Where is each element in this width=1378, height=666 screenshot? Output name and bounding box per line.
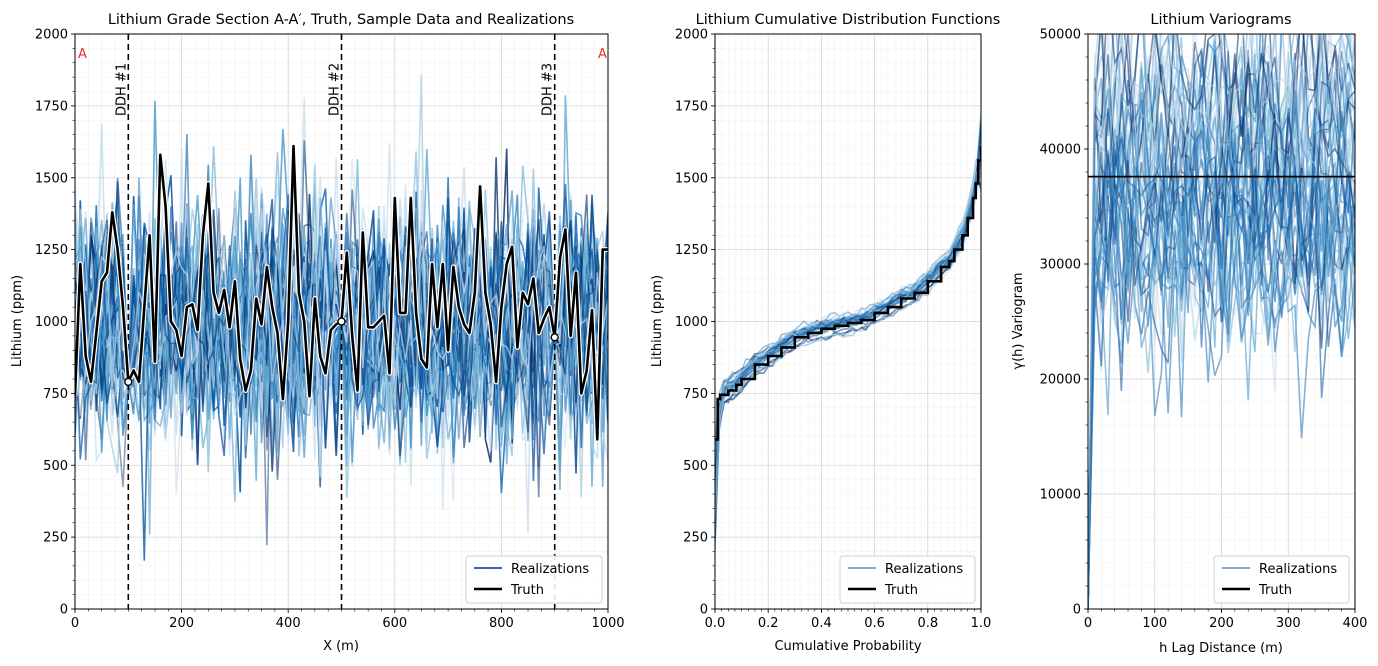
- cdf-chart-axes: 0.0 0.2 0.4 0.6 0.8 1.0 0 250 500 750 1000 1250 1500…: [675, 28, 991, 632]
- drillhole-label: DDH #2: [328, 63, 343, 116]
- cdf-chart-xlabel: Cumulative Probability: [774, 639, 921, 654]
- section-chart-legend: Realizations Truth: [465, 555, 603, 604]
- section-ytick-label: 250: [43, 531, 68, 546]
- variogram-chart-ylabel: γ(h) Variogram: [1011, 272, 1026, 369]
- cdf-truth-line: [715, 146, 981, 441]
- cdf-ytick-label: 1250: [675, 243, 708, 258]
- cdf-truth: [715, 146, 981, 441]
- cdf-xtick-label: 0.6: [864, 616, 885, 631]
- cdf-ytick-label: 2000: [675, 28, 708, 43]
- section-ytick-label: 500: [43, 459, 68, 474]
- variogram-realization-line: [1088, 34, 1355, 609]
- variogram-realization-line: [1088, 80, 1355, 609]
- variogram-ytick-label: 0: [1073, 603, 1081, 618]
- cdf-ytick-label: 1750: [675, 99, 708, 114]
- cdf-chart-ylabel: Lithium (ppm): [650, 275, 665, 367]
- section-chart: Lithium Grade Section A-A′, Truth, Sampl…: [10, 12, 625, 654]
- variogram-xtick-label: 300: [1276, 616, 1301, 631]
- drillhole-label: DDH #1: [114, 63, 129, 116]
- variogram-chart-xlabel: h Lag Distance (m): [1159, 641, 1283, 656]
- drillhole-label: DDH #3: [541, 63, 556, 116]
- section-ytick-label: 2000: [35, 28, 68, 43]
- section-ytick-label: 0: [60, 603, 68, 618]
- section-ytick-label: 1000: [35, 315, 68, 330]
- variogram-ytick-label: 30000: [1040, 258, 1081, 273]
- cdf-ytick-label: 750: [683, 387, 708, 402]
- variogram-chart-legend: Realizations Truth: [1213, 555, 1350, 604]
- variogram-xtick-label: 200: [1209, 616, 1234, 631]
- cdf-xtick-label: 0.2: [758, 616, 779, 631]
- cdf-ytick-label: 250: [683, 531, 708, 546]
- cdf-ytick-label: 0: [700, 603, 708, 618]
- cdf-chart-legend: Realizations Truth: [839, 555, 976, 604]
- section-chart-title: Lithium Grade Section A-A′, Truth, Sampl…: [108, 12, 574, 28]
- variogram-legend-realizations-label: Realizations: [1259, 562, 1337, 577]
- cdf-realization-line: [715, 171, 981, 544]
- variogram-chart-title: Lithium Variograms: [1150, 12, 1291, 28]
- section-chart-xlabel: X (m): [323, 639, 359, 654]
- sample-point: [124, 377, 133, 387]
- section-chart-axes: 0 200 400 600 800 1000 0 250 500 750 1000 1250 1500 1…: [35, 28, 625, 632]
- cdf-realization-line: [715, 174, 981, 522]
- variogram-ytick-label: 20000: [1040, 373, 1081, 388]
- variogram-realization-line: [1088, 175, 1355, 609]
- section-xtick-label: 800: [489, 616, 514, 631]
- variogram-xtick-label: 100: [1142, 616, 1167, 631]
- cdf-legend-realizations-label: Realizations: [885, 562, 963, 577]
- section-ytick-label: 1750: [35, 99, 68, 114]
- section-ytick-label: 1250: [35, 243, 68, 258]
- variogram-chart: Lithium Variograms 0 100 200 300 400 0 10000 20…: [1011, 12, 1368, 656]
- section-xtick-label: 400: [276, 616, 301, 631]
- variogram-realization-line: [1088, 34, 1355, 609]
- cdf-chart: Lithium Cumulative Distribution Function…: [650, 12, 1000, 654]
- variogram-xtick-label: 400: [1343, 616, 1368, 631]
- variogram-realizations: [1088, 34, 1355, 609]
- variogram-legend-truth-label: Truth: [1258, 583, 1292, 598]
- section-ytick-label: 1500: [35, 171, 68, 186]
- cdf-xtick-label: 0.0: [705, 616, 726, 631]
- variogram-ytick-label: 10000: [1040, 488, 1081, 503]
- section-xtick-label: 1000: [591, 616, 624, 631]
- cdf-xtick-label: 0.4: [811, 616, 832, 631]
- cdf-legend-truth-label: Truth: [884, 583, 918, 598]
- variogram-xtick-label: 0: [1084, 616, 1092, 631]
- sample-point: [550, 333, 559, 342]
- section-chart-ylabel: Lithium (ppm): [10, 275, 25, 367]
- cdf-ytick-label: 1000: [675, 315, 708, 330]
- cdf-xtick-label: 1.0: [971, 616, 992, 631]
- section-truth: [75, 143, 608, 442]
- drillhole-lines: [127, 34, 556, 609]
- cdf-xtick-label: 0.8: [917, 616, 938, 631]
- cdf-ytick-label: 1500: [675, 171, 708, 186]
- variogram-realization-line: [1088, 34, 1355, 609]
- section-ytick-label: 750: [43, 387, 68, 402]
- section-xtick-label: 0: [71, 616, 79, 631]
- section-start-label: A: [78, 47, 87, 62]
- variogram-chart-axes: 0 100 200 300 400 0 10000 20000 30000 40000 50000: [1040, 28, 1368, 632]
- cdf-realization-line: [715, 160, 981, 517]
- section-end-label: A′: [598, 47, 610, 62]
- variogram-realization-line: [1088, 111, 1355, 609]
- variogram-realization-line: [1088, 34, 1355, 609]
- sample-point: [337, 317, 346, 326]
- cdf-ytick-label: 500: [683, 459, 708, 474]
- section-xtick-label: 200: [169, 616, 194, 631]
- cdf-chart-title: Lithium Cumulative Distribution Function…: [696, 12, 1001, 28]
- section-xtick-label: 600: [382, 616, 407, 631]
- legend-realizations-label: Realizations: [511, 562, 589, 577]
- legend-truth-label: Truth: [510, 583, 544, 598]
- variogram-ytick-label: 50000: [1040, 28, 1081, 43]
- variogram-ytick-label: 40000: [1040, 143, 1081, 158]
